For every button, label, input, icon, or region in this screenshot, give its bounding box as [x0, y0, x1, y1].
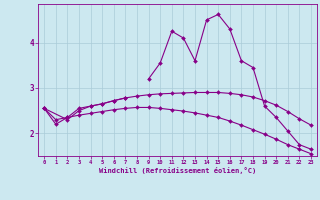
X-axis label: Windchill (Refroidissement éolien,°C): Windchill (Refroidissement éolien,°C) [99, 167, 256, 174]
